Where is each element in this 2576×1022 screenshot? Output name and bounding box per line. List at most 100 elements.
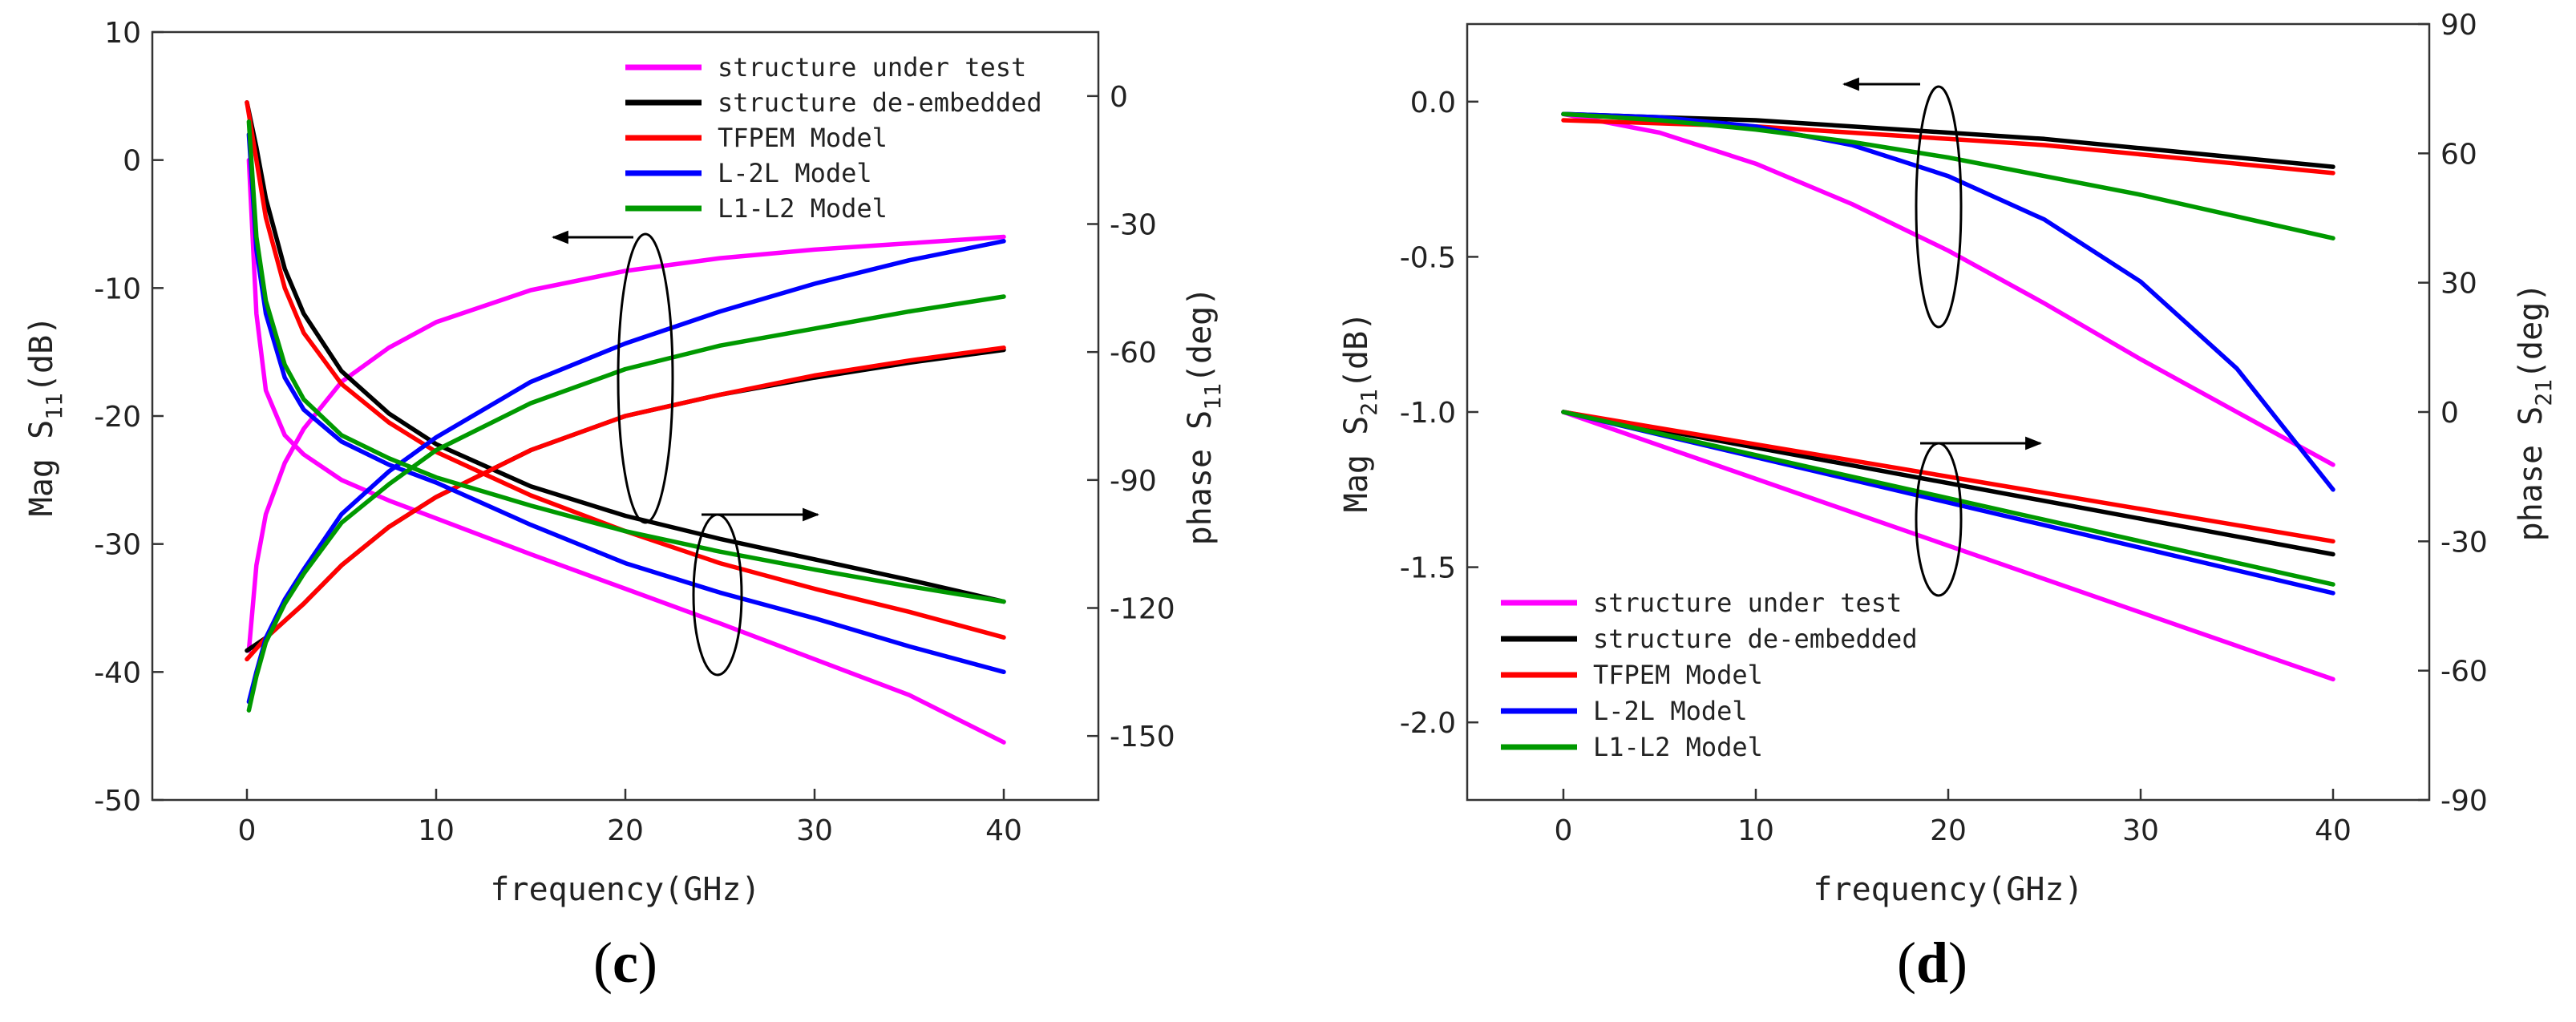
- panel-d-legend-label-l-2l-model: L-2L Model: [1593, 696, 1748, 726]
- panel-c-series-l-2l-model-phase-line: [246, 239, 1006, 705]
- panel-c-label-letter: c: [613, 931, 638, 995]
- panel-c-y-left-axis-title-subscript: 11: [41, 393, 67, 420]
- panel-c-y-left-tick-label: 0: [123, 145, 141, 178]
- panel-d-y-left-axis-title-subscript: 21: [1356, 389, 1382, 416]
- panel-d-y-right-tick-label: -90: [2441, 785, 2488, 818]
- panel-c-x-axis-title: frequency(GHz): [490, 871, 760, 908]
- panel-d-y-left-tick-label: -1.0: [1400, 397, 1456, 430]
- panel-d-legend: structure under test structure de-embedde…: [1501, 588, 1918, 762]
- panel-c-y-left-tick-label: 10: [104, 17, 141, 50]
- panel-d-y-left-axis-title-units: (dB): [1338, 312, 1375, 389]
- panel-c-legend-item-l1-l2-model: L1-L2 Model: [625, 193, 888, 224]
- panel-c-legend-label-l-2l-model: L-2L Model: [718, 158, 872, 188]
- panel-c-y-left-tick-label: -40: [94, 656, 141, 689]
- panel-c-series-structure-under-test-phase-line: [246, 234, 1006, 653]
- panel-d-series-l1-l2-model-phase-line: [1561, 410, 2335, 587]
- panel-d-series-structure-under-test-magnitude-line: [1561, 111, 2335, 467]
- panel-d-legend-item-structure-under-test: structure under test: [1501, 588, 1902, 618]
- panel-c-label: (c): [593, 931, 657, 995]
- panel-d-y-left-tick-label: -2.0: [1400, 707, 1456, 740]
- panel-c-label-close: ): [638, 931, 657, 995]
- panel-c-legend: structure under test structure de-embedde…: [625, 52, 1042, 224]
- panel-d-y-right-axis-title: phase S21(deg): [2513, 283, 2557, 542]
- panel-d-y-right-tick-label: 0: [2441, 397, 2459, 430]
- panel-c-x-tick-label: 30: [796, 814, 833, 847]
- panel-c-y-right-tick-label: -60: [1110, 337, 1157, 370]
- panel-c-x-tick-label: 0: [238, 814, 257, 847]
- panel-c-y-left-tick-label: -50: [94, 785, 141, 818]
- panel-d-y-left-axis-title-base: Mag S: [1338, 416, 1375, 512]
- panel-c-chart: 0 10 20 30 40 10 0 -10 -20 -30 -40 -50 0 -30 -60 -90 -12…: [23, 17, 1226, 995]
- panel-c-y-left-tick-label: -30: [94, 529, 141, 562]
- panel-d-y-right-tick-label: 60: [2441, 138, 2477, 171]
- panel-d-y-right-tick-label: -60: [2441, 656, 2488, 689]
- panel-c-legend-label-structure-under-test: structure under test: [718, 52, 1026, 83]
- panel-c-y-right-tick-label: -90: [1110, 465, 1157, 498]
- panel-c-y-left-axis-title: Mag S11(dB): [23, 316, 67, 516]
- panel-d-legend-label-structure-de-embedded: structure de-embedded: [1593, 624, 1918, 654]
- panel-d-x-axis-title: frequency(GHz): [1813, 871, 2083, 908]
- panel-c-x-tick-label: 10: [418, 814, 455, 847]
- panel-c-y-right-tick-label: -120: [1110, 593, 1175, 626]
- panel-d-y-left-tick-label: 0.0: [1410, 87, 1456, 119]
- panel-d-y-right-tick-label: 30: [2441, 268, 2477, 301]
- panel-d-y-right-tick-label: 90: [2441, 9, 2477, 42]
- panel-d-legend-label-structure-under-test: structure under test: [1593, 588, 1902, 618]
- panel-d-annotation-ellipse: [1915, 442, 1963, 597]
- panel-c-series-l1-l2-model-phase-line: [246, 294, 1006, 713]
- panel-d-y-right-tick-label: -30: [2441, 526, 2488, 559]
- panel-c-y-right-axis-title: phase S11(deg): [1182, 287, 1226, 546]
- panel-c-label-open: (: [593, 931, 613, 995]
- panel-c-y-left-axis-title-units: (dB): [23, 316, 60, 393]
- panel-c-legend-item-structure-de-embedded: structure de-embedded: [625, 87, 1042, 118]
- panel-c-legend-label-tfpem-model: TFPEM Model: [718, 123, 888, 153]
- panel-c-y-left-tick-label: -20: [94, 401, 141, 434]
- panel-d-series-structure-under-test-phase-line: [1561, 410, 2335, 682]
- panel-d-y-left-tick-label: -1.5: [1400, 552, 1456, 585]
- panel-c-legend-item-l-2l-model: L-2L Model: [625, 158, 872, 188]
- panel-d-label: (d): [1897, 931, 1967, 995]
- panel-d-x-tick-label: 20: [1930, 814, 1967, 847]
- panel-d-x-tick-label: 30: [2122, 814, 2159, 847]
- panel-d-legend-item-l1-l2-model: L1-L2 Model: [1501, 732, 1763, 762]
- panel-d-chart: 0 10 20 30 40 0.0 -0.5 -1.0 -1.5 -2.0 90 60 30 0 -30 -6…: [1338, 9, 2557, 995]
- panel-c-x-tick-label: 40: [985, 814, 1022, 847]
- panel-c-y-left-axis-title-base: Mag S: [23, 420, 60, 516]
- panel-c-y-right-tick-label: 0: [1110, 81, 1128, 114]
- panel-d-legend-item-l-2l-model: L-2L Model: [1501, 696, 1748, 726]
- panel-d-legend-label-tfpem-model: TFPEM Model: [1593, 660, 1763, 690]
- panel-c-y-right-axis-title-units: (deg): [1182, 287, 1219, 383]
- panel-c-series-structure-de-embedded-magnitude-line: [245, 100, 1006, 604]
- panel-d-x-tick-label: 40: [2315, 814, 2352, 847]
- panel-d-series-tfpem-model-magnitude-line: [1561, 118, 2335, 176]
- panel-c-annotation-ellipse: [617, 232, 674, 524]
- panel-d-label-open: (: [1897, 931, 1916, 995]
- panel-d-y-right-axis-title-units: (deg): [2513, 283, 2550, 379]
- panel-d-y-right-axis-title-base: phase S: [2513, 406, 2550, 542]
- panel-d-x-tick-label: 10: [1737, 814, 1774, 847]
- panel-c-legend-item-structure-under-test: structure under test: [625, 52, 1026, 83]
- panel-d-label-close: ): [1948, 931, 1967, 995]
- panel-c-legend-label-l1-l2-model: L1-L2 Model: [718, 193, 888, 224]
- panel-c-legend-label-structure-de-embedded: structure de-embedded: [718, 87, 1042, 118]
- panel-c-legend-item-tfpem-model: TFPEM Model: [625, 123, 888, 153]
- panel-d-y-left-tick-label: -0.5: [1400, 241, 1456, 274]
- panel-d-series-l-2l-model-magnitude-line: [1561, 111, 2335, 492]
- panel-d-annotation-ellipse: [1915, 85, 1963, 329]
- panel-c-y-right-tick-label: -30: [1110, 209, 1157, 242]
- panel-c-y-right-axis-title-base: phase S: [1182, 410, 1219, 546]
- panel-d-y-right-axis-title-subscript: 21: [2530, 379, 2557, 406]
- panel-d-x-tick-label: 0: [1555, 814, 1573, 847]
- panel-c-series-l-2l-model-magnitude-line: [246, 131, 1006, 675]
- panel-c-series-tfpem-model-magnitude-line: [245, 100, 1006, 640]
- panel-d-series-tfpem-model-phase-line: [1561, 410, 2335, 544]
- panel-d-y-left-axis-title: Mag S21(dB): [1338, 312, 1382, 512]
- panel-c-y-left-tick-label: -10: [94, 273, 141, 305]
- panel-d-legend-item-structure-de-embedded: structure de-embedded: [1501, 624, 1918, 654]
- panel-d-label-letter: d: [1916, 931, 1948, 995]
- panel-d-series-l1-l2-model-magnitude-line: [1561, 111, 2335, 240]
- panel-d-legend-item-tfpem-model: TFPEM Model: [1501, 660, 1763, 690]
- panel-d-legend-label-l1-l2-model: L1-L2 Model: [1593, 732, 1763, 762]
- panel-c-x-tick-label: 20: [607, 814, 644, 847]
